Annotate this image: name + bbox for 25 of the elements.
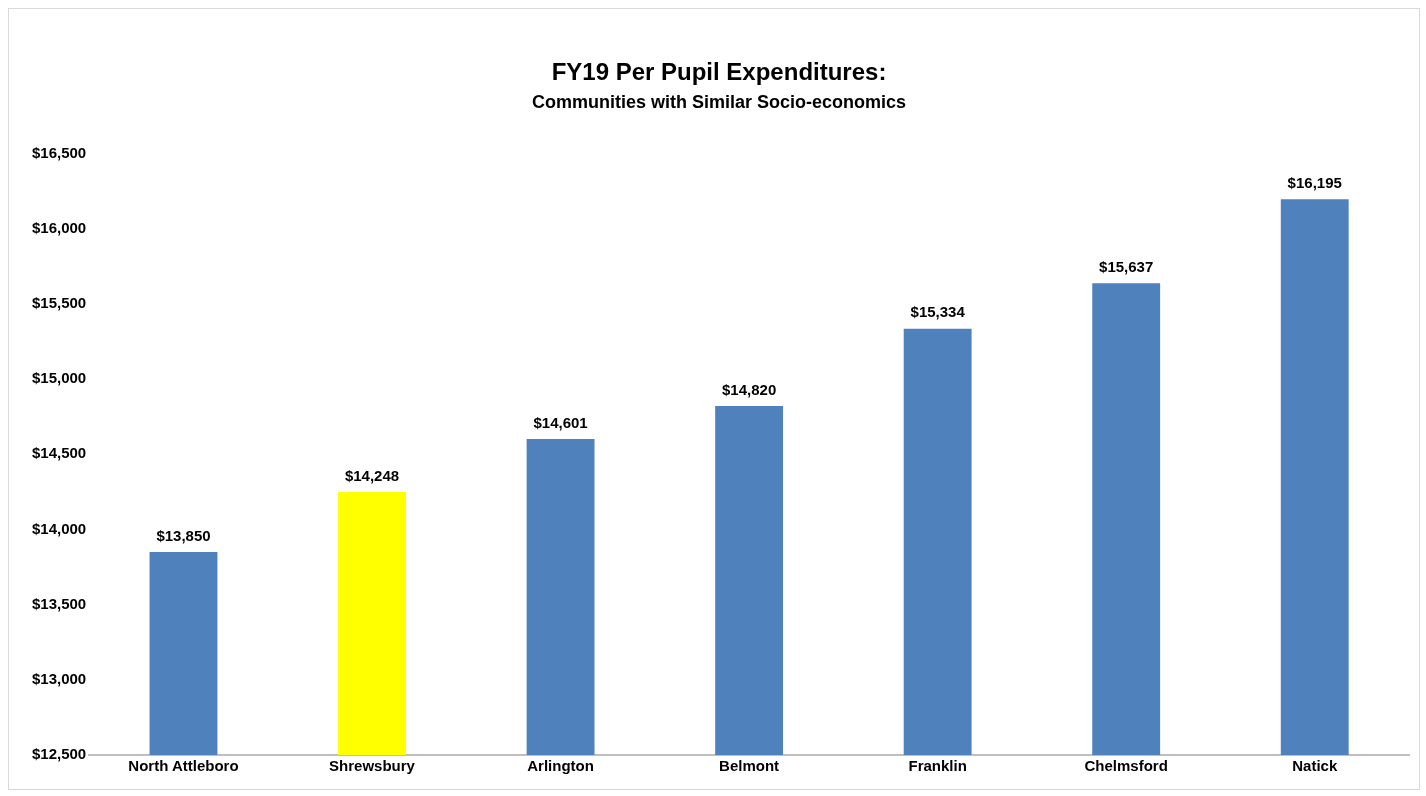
data-label: $15,334	[910, 303, 966, 321]
data-label: $14,820	[721, 380, 777, 398]
x-tick-label: North Attleboro	[128, 757, 239, 775]
data-label: $14,601	[533, 413, 588, 431]
data-label: $14,248	[344, 466, 400, 484]
x-tick-label: Franklin	[908, 757, 967, 775]
chart-subtitle: Communities with Similar Socio-economics	[531, 91, 907, 112]
chart-title: FY19 Per Pupil Expenditures:	[551, 58, 887, 86]
data-label: $13,850	[156, 526, 211, 544]
data-label: $15,637	[1099, 257, 1154, 275]
data-label: $16,195	[1287, 173, 1342, 191]
x-tick-label: Natick	[1292, 757, 1338, 775]
y-tick-label: $15,500	[31, 293, 87, 311]
y-tick-label: $13,000	[31, 669, 87, 687]
y-tick-label: $16,500	[31, 143, 87, 161]
y-tick-label: $14,000	[31, 519, 87, 537]
y-tick-label: $13,500	[31, 594, 87, 612]
y-tick-label: $12,500	[31, 745, 87, 763]
y-tick-label: $15,000	[31, 369, 87, 387]
y-tick-label: $16,000	[31, 218, 87, 236]
x-tick-label: Arlington	[527, 757, 594, 775]
x-tick-label: Chelmsford	[1084, 757, 1168, 775]
x-tick-label: Shrewsbury	[329, 757, 416, 775]
x-tick-label: Belmont	[719, 757, 780, 775]
y-tick-label: $14,500	[31, 444, 87, 462]
